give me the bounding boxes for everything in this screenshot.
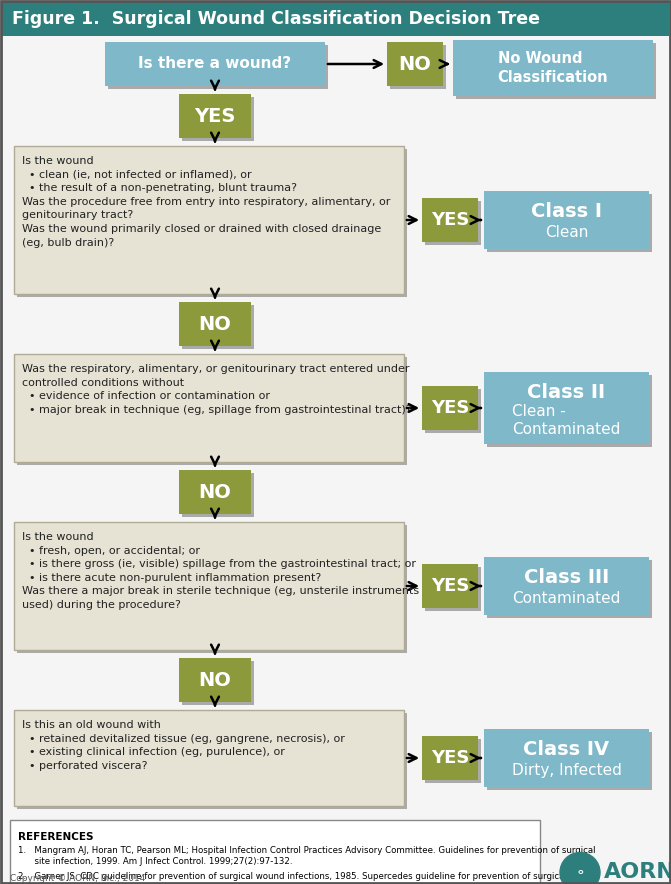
Text: Clean -
Contaminated: Clean - Contaminated — [513, 405, 621, 438]
Text: YES: YES — [431, 211, 469, 229]
Bar — [108, 45, 328, 89]
Text: NO: NO — [399, 55, 431, 73]
Text: Class I: Class I — [531, 202, 602, 221]
Text: Is there a wound?: Is there a wound? — [138, 57, 292, 72]
Bar — [17, 713, 407, 809]
Bar — [14, 522, 404, 650]
Bar — [484, 729, 649, 787]
Bar — [17, 357, 407, 465]
Text: Figure 1.  Surgical Wound Classification Decision Tree: Figure 1. Surgical Wound Classification … — [12, 10, 540, 28]
Bar — [179, 94, 251, 138]
Text: Clean: Clean — [545, 225, 588, 240]
Text: YES: YES — [431, 749, 469, 767]
Bar — [487, 194, 652, 252]
Text: NO: NO — [199, 483, 231, 501]
Bar — [425, 567, 481, 611]
Bar — [2, 2, 669, 36]
Bar — [456, 43, 656, 99]
Bar — [484, 191, 649, 249]
Text: Is this an old wound with
  • retained devitalized tissue (eg, gangrene, necrosi: Is this an old wound with • retained dev… — [22, 720, 345, 771]
Bar — [425, 739, 481, 783]
Text: ⚬: ⚬ — [574, 865, 586, 880]
Bar — [487, 732, 652, 790]
Text: 1.   Mangram AJ, Horan TC, Pearson ML; Hospital Infection Control Practices Advi: 1. Mangram AJ, Horan TC, Pearson ML; Hos… — [18, 846, 595, 866]
Text: Is the wound
  • clean (ie, not infected or inflamed), or
  • the result of a no: Is the wound • clean (ie, not infected o… — [22, 156, 391, 248]
Bar — [14, 146, 404, 294]
Bar — [14, 710, 404, 806]
Bar — [484, 372, 649, 444]
Text: AORN: AORN — [604, 863, 671, 882]
Bar — [487, 560, 652, 618]
Bar — [182, 473, 254, 517]
Bar — [182, 305, 254, 349]
Bar — [487, 375, 652, 447]
Text: Class II: Class II — [527, 383, 605, 401]
Bar — [484, 557, 649, 615]
Text: Copyright © AORN, Inc., 2014: Copyright © AORN, Inc., 2014 — [10, 874, 146, 883]
Text: Is the wound
  • fresh, open, or accidental; or
  • is there gross (ie, visible): Is the wound • fresh, open, or accidenta… — [22, 532, 419, 610]
Bar — [425, 201, 481, 245]
Bar — [422, 736, 478, 780]
Bar — [14, 354, 404, 462]
Bar — [390, 45, 446, 89]
Text: YES: YES — [195, 106, 236, 126]
Bar — [17, 525, 407, 653]
Text: Class III: Class III — [524, 568, 609, 587]
Text: Was the respiratory, alimentary, or genitourinary tract entered under
controlled: Was the respiratory, alimentary, or geni… — [22, 364, 411, 415]
Bar — [179, 302, 251, 346]
Bar — [17, 149, 407, 297]
Text: Dirty, Infected: Dirty, Infected — [511, 763, 621, 778]
Text: YES: YES — [431, 577, 469, 595]
Bar — [179, 470, 251, 514]
Text: Contaminated: Contaminated — [513, 591, 621, 606]
Text: NO: NO — [199, 670, 231, 690]
Text: YES: YES — [431, 399, 469, 417]
Text: Class IV: Class IV — [523, 740, 609, 758]
Bar — [425, 389, 481, 433]
Text: 2.   Garner JS. CDC guideline for prevention of surgical wound infections, 1985.: 2. Garner JS. CDC guideline for preventi… — [18, 872, 599, 884]
Text: No Wound
Classification: No Wound Classification — [498, 51, 609, 85]
Bar — [182, 661, 254, 705]
Text: NO: NO — [199, 315, 231, 333]
Text: REFERENCES: REFERENCES — [18, 832, 93, 842]
Bar — [179, 658, 251, 702]
Bar — [422, 386, 478, 430]
Bar — [422, 564, 478, 608]
Bar — [453, 40, 653, 96]
Bar — [105, 42, 325, 86]
Bar — [182, 97, 254, 141]
Bar — [10, 820, 540, 884]
Bar — [422, 198, 478, 242]
Bar — [387, 42, 443, 86]
Circle shape — [560, 852, 600, 884]
